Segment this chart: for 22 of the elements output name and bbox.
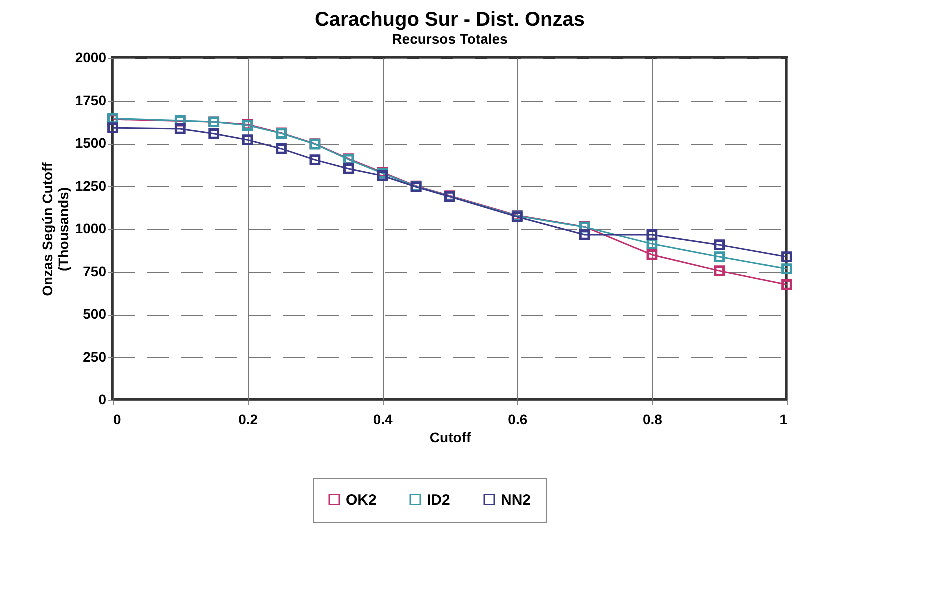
legend-label: OK2	[346, 492, 377, 509]
y-tick-label: 1250	[75, 178, 107, 194]
x-tick-label: 0.2	[238, 412, 258, 428]
y-tick-label: 0	[98, 392, 107, 408]
y-tick-label: 2000	[75, 50, 107, 66]
y-tick-label: 250	[83, 348, 107, 365]
chart-subtitle: Recursos Totales	[392, 31, 508, 47]
y-tick-label: 1000	[75, 220, 107, 236]
x-tick-label: 0	[114, 412, 122, 428]
chart-title: Carachugo Sur - Dist. Onzas	[314, 9, 586, 31]
x-tick-label: 0.8	[642, 412, 663, 428]
x-tick-label: 0.4	[373, 412, 394, 428]
y-axis-title: Onzas Según Cutoff (Thousands)	[39, 162, 72, 296]
y-tick-label: 1750	[75, 92, 107, 108]
legend-label: NN2	[501, 492, 532, 509]
x-axis-title: Cutoff	[430, 430, 472, 446]
x-tick-label: 1	[780, 412, 788, 428]
x-tick-label: 0.6	[508, 412, 528, 428]
y-tick-label: 500	[83, 306, 107, 322]
legend-label: ID2	[427, 492, 450, 509]
y-tick-label: 1500	[75, 135, 107, 151]
y-tick-label: 750	[83, 263, 107, 280]
